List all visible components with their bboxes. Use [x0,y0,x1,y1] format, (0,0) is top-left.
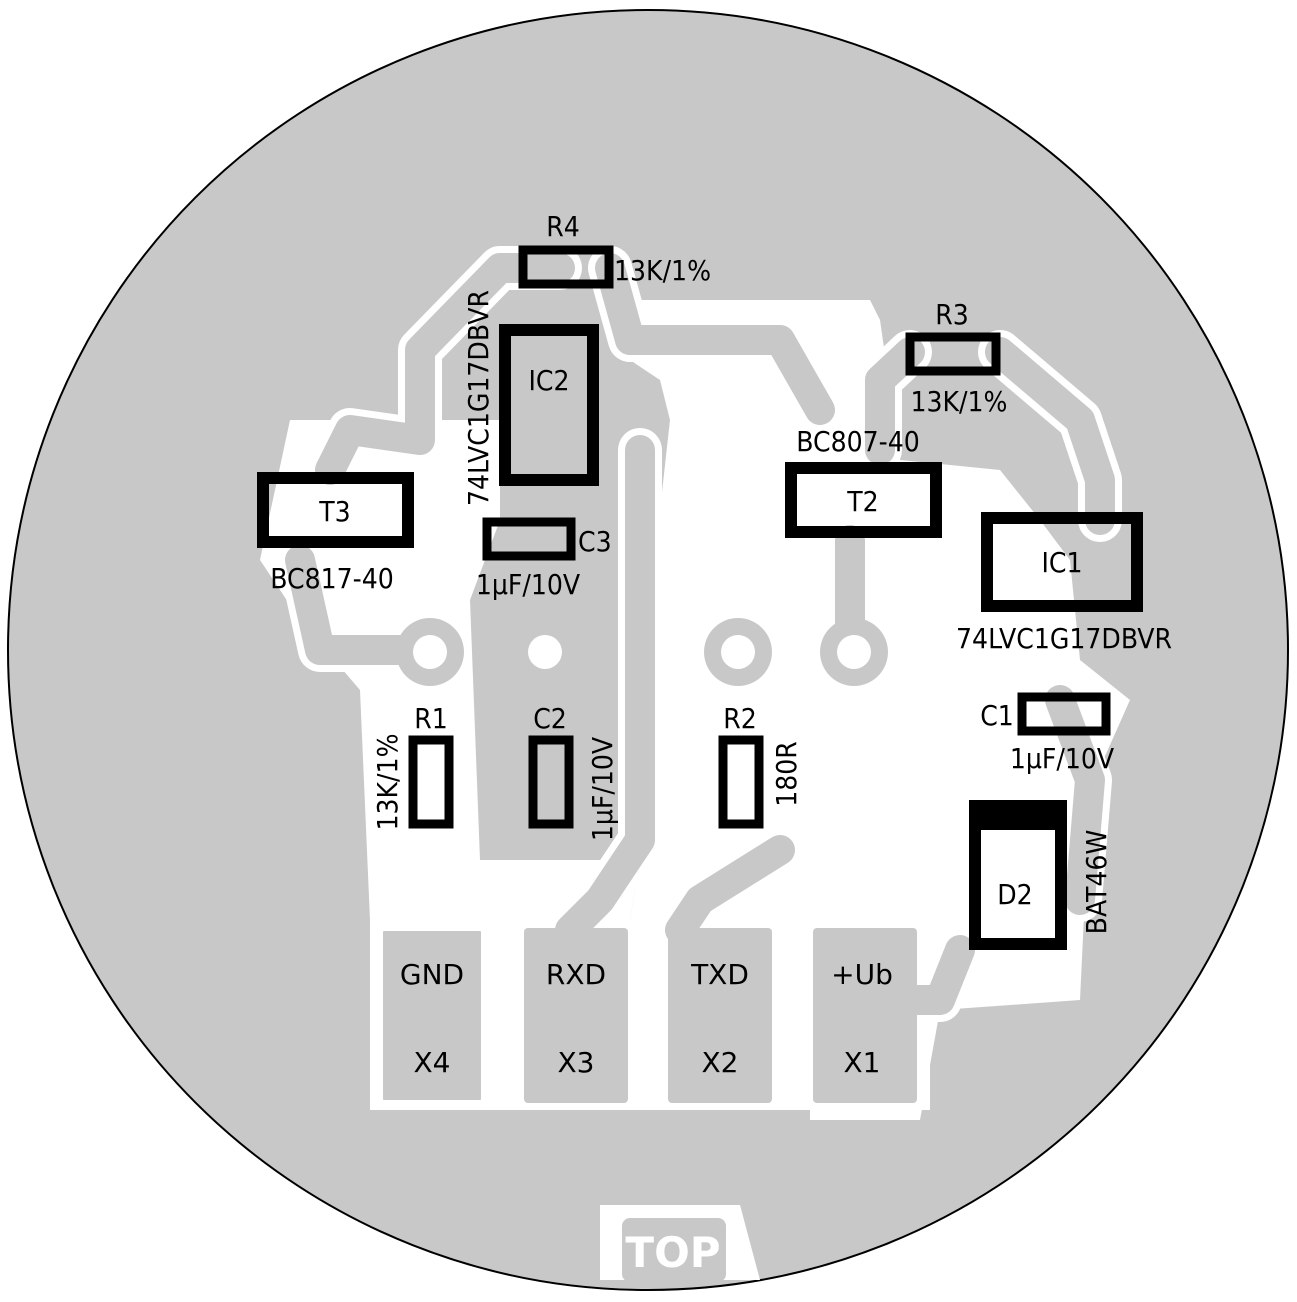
r2-body [718,735,764,829]
d2-cathode-band [975,806,1061,830]
c1-ref: C1 [980,699,1014,732]
top-side-marker: TOP [622,1218,726,1282]
r1-ref: R1 [414,702,448,735]
top-side-label: TOP [625,1228,720,1277]
x1-signal-label: +Ub [831,958,893,991]
r4-ref: R4 [546,210,580,243]
c1-value: 1µF/10V [1010,742,1115,775]
r1-body [408,735,454,829]
r3-ref: R3 [935,298,969,331]
c3-body [482,517,576,561]
x3-ref-label: X3 [558,1046,595,1079]
silkscreen-text: R4 13K/1% IC2 74LVC1G17DBVR R3 13K/1% BC… [270,210,1172,934]
connector-x3-pad [524,928,628,1103]
r3-value: 13K/1% [910,385,1007,418]
d2-value: BAT46W [1080,830,1113,935]
t2-body [785,462,942,538]
r2-ref: R2 [723,702,757,735]
c2-value: 1µF/10V [586,736,619,841]
t3-body [257,472,414,548]
x2-signal-label: TXD [690,958,749,991]
ic1-body [981,512,1143,612]
r4-value: 13K/1% [614,254,711,287]
connector-x4-pad [377,925,487,1106]
ic1-ref: IC1 [1041,546,1082,579]
connector-x2-pad [668,928,772,1103]
r3-body [905,332,1001,376]
r1-value: 13K/1% [371,733,404,830]
x4-ref-label: X4 [414,1046,451,1079]
connector-pads [377,925,917,1106]
connector-labels: GND X4 RXD X3 TXD X2 +Ub X1 [400,958,893,1079]
d2-ref: D2 [997,878,1032,911]
r2-value: 180R [770,741,803,807]
c2-ref: C2 [533,702,567,735]
t3-value: BC817-40 [270,562,394,595]
ic2-value: 74LVC1G17DBVR [462,290,495,506]
silkscreen-bodies [257,245,1143,950]
x2-ref-label: X2 [702,1046,739,1079]
x1-ref-label: X1 [844,1046,881,1079]
t2-value: BC807-40 [796,425,920,458]
through-hole-pads [396,618,888,686]
ic2-ref: IC2 [528,364,569,397]
r4-body [518,245,614,289]
t3-ref: T3 [318,495,350,528]
c3-ref: C3 [578,525,612,558]
c1-body [1017,692,1111,736]
c2-body [528,735,574,829]
x4-signal-label: GND [400,958,464,991]
ic2-body [499,324,599,486]
x3-signal-label: RXD [546,958,606,991]
connector-x1-pad [813,928,917,1103]
ic1-value: 74LVC1G17DBVR [956,622,1172,655]
t2-ref: T2 [846,485,878,518]
c3-value: 1µF/10V [476,568,581,601]
